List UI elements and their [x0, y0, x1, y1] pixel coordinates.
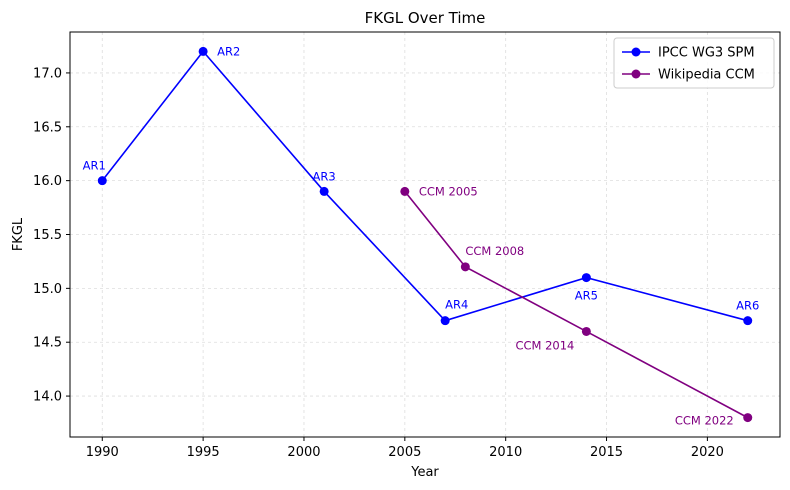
legend-label: IPCC WG3 SPM [658, 46, 755, 61]
data-label: CCM 2005 [419, 184, 478, 198]
y-tick-label: 17.0 [33, 66, 62, 81]
y-tick-label: 14.0 [33, 390, 62, 405]
data-point [198, 46, 208, 56]
data-label: AR5 [575, 289, 598, 303]
x-tick-label: 2000 [287, 445, 320, 460]
data-label: AR2 [217, 44, 240, 58]
legend-marker [631, 69, 641, 79]
data-point [97, 176, 107, 186]
data-point [581, 273, 591, 283]
data-point [400, 186, 410, 196]
legend-entry: Wikipedia CCM [622, 68, 755, 83]
data-label: CCM 2022 [675, 414, 734, 428]
y-tick-label: 16.0 [33, 174, 62, 189]
x-tick-label: 2005 [388, 445, 421, 460]
x-axis: 1990 1995 2000 2005 2010 2015 2020 [86, 437, 724, 460]
y-axis-label: FKGL [11, 217, 26, 251]
y-tick-label: 15.5 [33, 228, 62, 243]
data-point [319, 186, 329, 196]
series-wikipedia-ccm: CCM 2005 CCM 2008 CCM 2014 CCM 2022 [400, 184, 753, 428]
data-point [743, 413, 753, 423]
data-label: AR3 [313, 169, 336, 183]
data-point [743, 316, 753, 326]
series-ipcc-wg3-spm: AR1 AR2 AR3 AR4 AR5 AR6 [83, 44, 759, 326]
x-tick-label: 2020 [691, 445, 724, 460]
legend-entry: IPCC WG3 SPM [622, 46, 755, 61]
chart-title: FKGL Over Time [365, 9, 486, 27]
data-label: CCM 2008 [465, 244, 524, 258]
x-axis-label: Year [410, 465, 439, 480]
y-tick-label: 14.5 [33, 336, 62, 351]
y-tick-label: 15.0 [33, 282, 62, 297]
x-tick-label: 2010 [489, 445, 522, 460]
x-tick-label: 2015 [590, 445, 623, 460]
y-tick-label: 16.5 [33, 120, 62, 135]
x-tick-label: 1990 [86, 445, 119, 460]
x-tick-label: 1995 [187, 445, 220, 460]
series-line [404, 190, 749, 419]
legend-marker [631, 47, 641, 57]
grid [70, 32, 780, 437]
legend: IPCC WG3 SPM Wikipedia CCM [613, 37, 775, 89]
data-point [440, 316, 450, 326]
data-point [581, 326, 591, 336]
y-axis: 14.0 14.5 15.0 15.5 16.0 16.5 17.0 [33, 66, 70, 405]
data-label: CCM 2014 [515, 338, 574, 352]
data-point [460, 262, 470, 272]
data-label: AR1 [83, 159, 106, 173]
data-label: AR6 [736, 299, 759, 313]
data-label: AR4 [445, 298, 468, 312]
legend-label: Wikipedia CCM [658, 68, 755, 83]
legend-box [613, 37, 775, 89]
series-line [101, 50, 748, 322]
